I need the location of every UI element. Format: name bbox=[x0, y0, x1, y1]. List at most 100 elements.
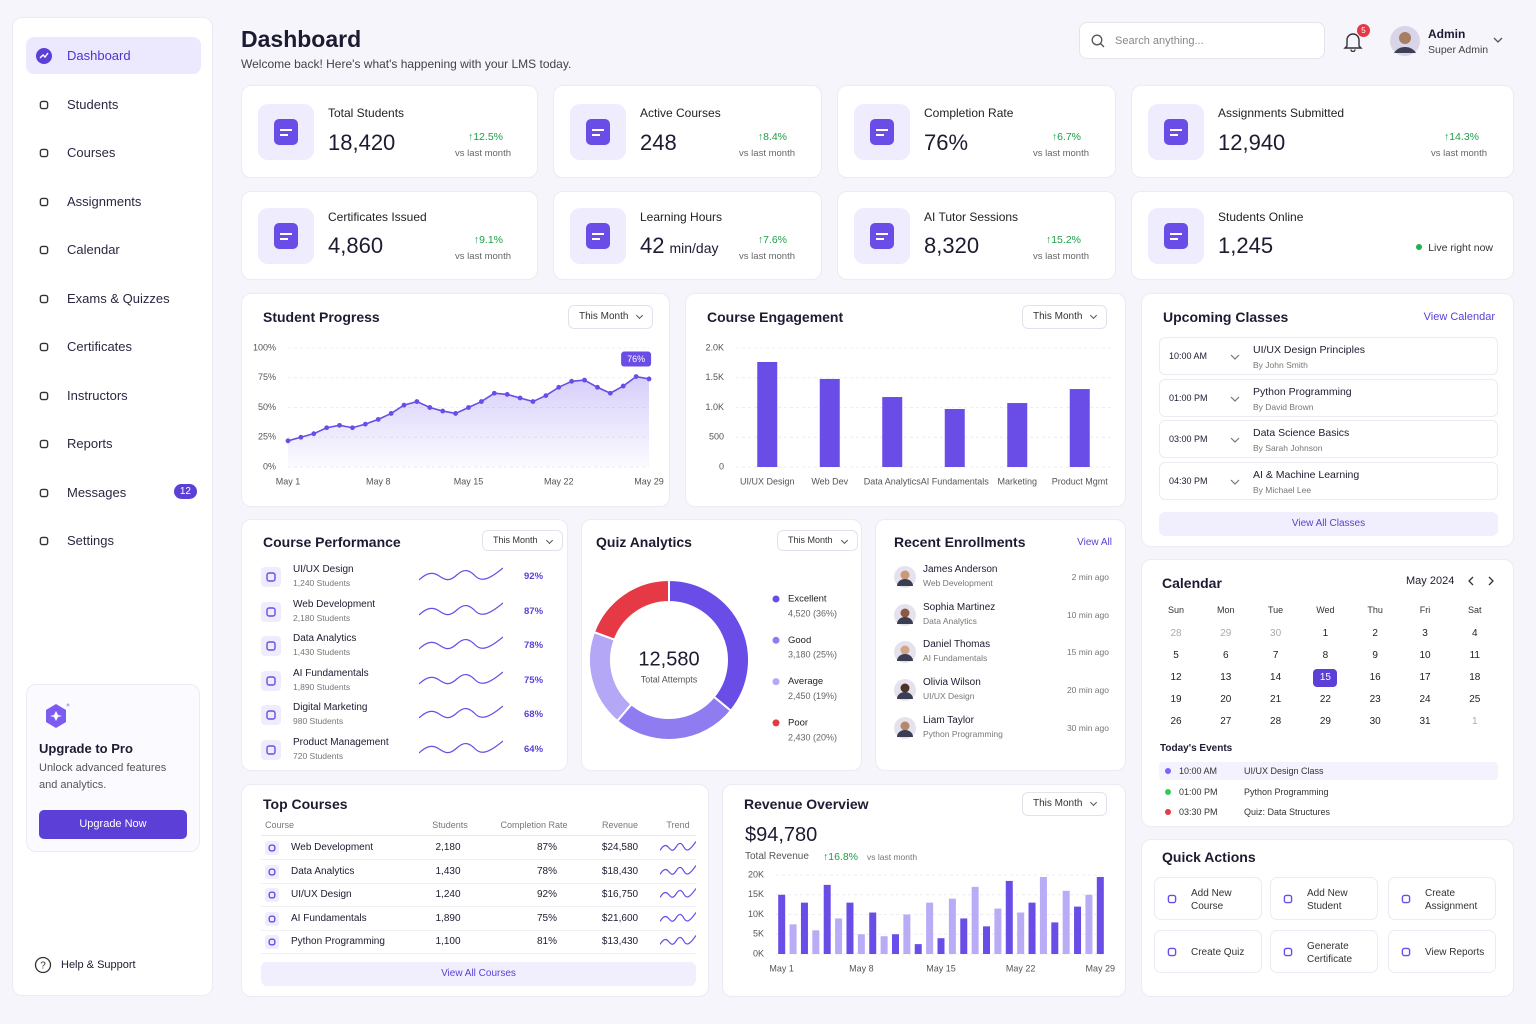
point bbox=[595, 384, 600, 390]
calendar-day[interactable]: 13 bbox=[1220, 672, 1232, 683]
month-arrows[interactable] bbox=[1466, 575, 1496, 587]
quick-action[interactable]: Add New Course bbox=[1154, 877, 1262, 920]
x-tick-label: Product Mgmt bbox=[1052, 476, 1109, 486]
calendar-day[interactable]: 3 bbox=[1422, 628, 1428, 639]
nav-item[interactable]: Students bbox=[26, 86, 201, 123]
bell-icon[interactable] bbox=[1342, 30, 1364, 52]
upgrade-button[interactable]: Upgrade Now bbox=[39, 810, 187, 839]
quick-action[interactable]: Create Quiz bbox=[1154, 930, 1262, 973]
view-calendar-link[interactable]: View Calendar bbox=[1423, 311, 1495, 323]
nav-item[interactable]: Dashboard bbox=[26, 37, 201, 74]
course-students: 1,890 Students bbox=[293, 681, 351, 692]
calendar-day[interactable]: 22 bbox=[1319, 694, 1331, 705]
sparkline bbox=[419, 567, 503, 581]
search-box[interactable]: Search anything... bbox=[1079, 22, 1325, 59]
calendar-day[interactable]: 28 bbox=[1270, 716, 1282, 727]
point bbox=[633, 374, 639, 379]
calendar-day[interactable]: 1 bbox=[1472, 716, 1478, 727]
calendar-day[interactable]: 18 bbox=[1469, 672, 1481, 683]
calendar-day[interactable]: 6 bbox=[1223, 650, 1229, 661]
course-name: Digital Marketing bbox=[293, 702, 368, 714]
card-title: Top Courses bbox=[263, 796, 348, 812]
class-item[interactable]: 03:00 PM Data Science Basics By Sarah John… bbox=[1159, 420, 1498, 458]
filter[interactable]: This Month bbox=[1022, 305, 1108, 329]
student-name: Olivia Wilson bbox=[923, 677, 981, 689]
row-rule bbox=[261, 929, 696, 931]
class-item[interactable]: 01:00 PM Python Programming By David Brown bbox=[1159, 378, 1498, 417]
view-all-classes-button[interactable]: View All Classes bbox=[1159, 512, 1498, 536]
nav-item[interactable]: Reports bbox=[26, 425, 201, 462]
quick-action-label: Generate Certificate bbox=[1307, 940, 1353, 965]
class-item[interactable]: 10:00 AM UI/UX Design Principles By John S… bbox=[1159, 337, 1498, 375]
calendar-day[interactable]: 30 bbox=[1270, 628, 1282, 639]
nav-item[interactable]: Assignments bbox=[26, 183, 201, 220]
calendar-day[interactable]: 20 bbox=[1220, 694, 1232, 705]
icon-glyph bbox=[268, 938, 276, 946]
filter[interactable]: This Month bbox=[777, 530, 858, 551]
quick-action[interactable]: Add New Student bbox=[1270, 877, 1378, 920]
nav-item[interactable]: Courses bbox=[26, 134, 201, 171]
class-instructor: By Michael Lee bbox=[1253, 484, 1312, 495]
view-all-link[interactable]: View All bbox=[1077, 537, 1112, 548]
card-title: Calendar bbox=[1162, 575, 1222, 591]
icon-bg bbox=[265, 888, 279, 902]
quick-action[interactable]: Create Assignment bbox=[1388, 877, 1496, 920]
stat-change: 15.2% bbox=[1046, 234, 1081, 246]
calendar-day[interactable]: 27 bbox=[1220, 716, 1232, 727]
icon-bg bbox=[261, 601, 281, 622]
user-menu-chevron[interactable] bbox=[1492, 36, 1504, 44]
nav-item[interactable]: Instructors bbox=[26, 377, 201, 414]
class-instructor: By Sarah Johnson bbox=[1253, 443, 1323, 453]
calendar-day[interactable]: 30 bbox=[1369, 716, 1381, 727]
nav-item[interactable]: Calendar bbox=[26, 231, 201, 268]
sparkline-path bbox=[419, 740, 503, 754]
y-tick-label: 100% bbox=[253, 342, 276, 352]
nav-item[interactable]: Exams & Quizzes bbox=[26, 280, 201, 317]
nav-item[interactable]: Settings bbox=[26, 522, 201, 559]
bar bbox=[926, 902, 934, 954]
calendar-day[interactable]: 9 bbox=[1372, 650, 1378, 661]
calendar-day[interactable]: 4 bbox=[1472, 628, 1478, 639]
sparkline bbox=[660, 935, 696, 945]
calendar-day[interactable]: 8 bbox=[1322, 650, 1329, 661]
calendar-day[interactable]: 11 bbox=[1469, 650, 1480, 661]
calendar-day[interactable]: 23 bbox=[1369, 694, 1381, 705]
legend-dot bbox=[772, 595, 780, 603]
filter[interactable]: This Month bbox=[482, 530, 563, 551]
chevron-path bbox=[1230, 437, 1240, 443]
calendar-day[interactable]: 14 bbox=[1270, 672, 1282, 683]
class-item[interactable]: 04:30 PM AI & Machine Learning By Michael … bbox=[1159, 461, 1498, 500]
quick-action[interactable]: Generate Certificate bbox=[1270, 930, 1378, 973]
view-all-courses-button[interactable]: View All Courses bbox=[261, 962, 696, 986]
calendar-day[interactable]: 7 bbox=[1272, 650, 1279, 661]
point bbox=[543, 393, 549, 398]
calendar-day[interactable]: 10 bbox=[1419, 650, 1431, 661]
calendar-day[interactable]: 31 bbox=[1419, 716, 1431, 727]
calendar-day[interactable]: 28 bbox=[1170, 628, 1182, 639]
icon bbox=[265, 911, 279, 926]
calendar-day[interactable]: 17 bbox=[1419, 672, 1431, 683]
calendar-day[interactable]: 29 bbox=[1220, 628, 1232, 639]
quick-action[interactable]: View Reports bbox=[1388, 930, 1496, 973]
calendar-day[interactable]: 16 bbox=[1369, 672, 1381, 683]
filter[interactable]: This Month bbox=[568, 305, 654, 329]
class-time: 04:30 PM bbox=[1169, 475, 1208, 486]
card-title: Upcoming Classes bbox=[1163, 309, 1289, 325]
calendar-day[interactable]: 12 bbox=[1170, 672, 1182, 683]
filter[interactable]: This Month bbox=[1022, 792, 1108, 816]
bar bbox=[994, 908, 1002, 954]
calendar-day[interactable]: 1 bbox=[1322, 628, 1329, 639]
calendar-day[interactable]: 15 bbox=[1319, 672, 1331, 683]
calendar-day[interactable]: 21 bbox=[1270, 694, 1282, 705]
calendar-day[interactable]: 2 bbox=[1372, 628, 1378, 639]
calendar-day[interactable]: 5 bbox=[1173, 650, 1179, 661]
calendar-day[interactable]: 26 bbox=[1170, 716, 1182, 727]
nav-item[interactable]: Certificates bbox=[26, 328, 201, 365]
calendar-day[interactable]: 19 bbox=[1170, 694, 1182, 705]
nav-item[interactable]: Messages 12 bbox=[26, 474, 201, 511]
value-tag bbox=[621, 351, 652, 367]
calendar-day[interactable]: 29 bbox=[1319, 716, 1331, 727]
help-link[interactable]: Help & Support bbox=[61, 959, 136, 971]
calendar-day[interactable]: 25 bbox=[1469, 694, 1481, 705]
calendar-day[interactable]: 24 bbox=[1419, 694, 1431, 705]
